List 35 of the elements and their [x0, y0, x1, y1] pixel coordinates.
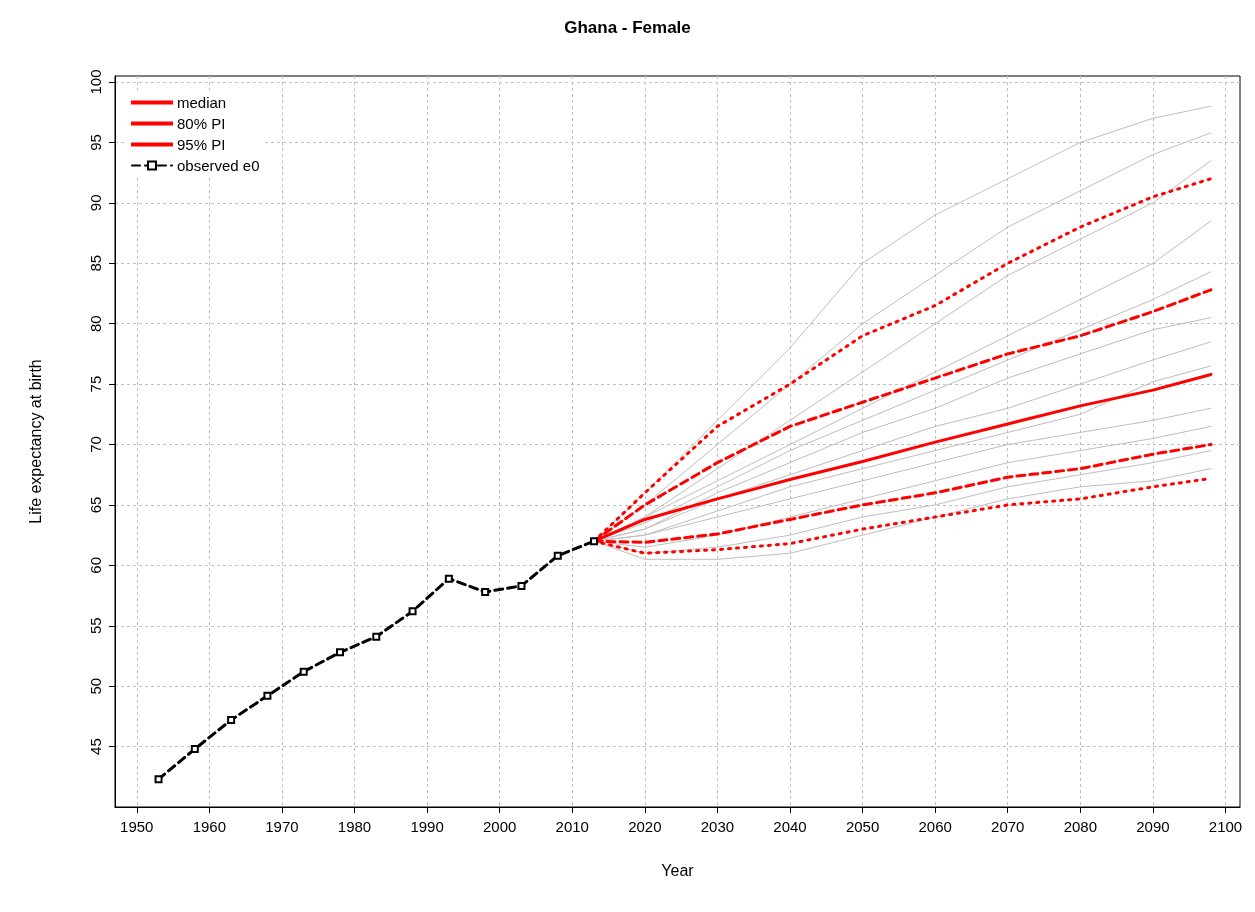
chart-title: Ghana - Female	[564, 18, 691, 37]
y-tick-label: 100	[87, 69, 104, 95]
y-tick-label: 85	[87, 254, 104, 272]
x-tick-label: 2040	[773, 818, 807, 835]
y-axis-title: Life expectancy at birth	[26, 359, 44, 524]
y-tick-label: 95	[87, 134, 104, 151]
legend-label: observed e0	[177, 157, 260, 174]
x-tick-label: 1950	[120, 818, 154, 835]
x-tick-label: 2000	[482, 818, 517, 835]
x-tick-label: 1970	[265, 818, 299, 835]
x-tick-label: 2080	[1063, 818, 1098, 835]
x-tick-label: 2020	[628, 818, 662, 835]
x-tick-label: 2030	[700, 818, 735, 835]
y-tick-label: 60	[87, 557, 104, 574]
legend-label: 80% PI	[177, 115, 226, 132]
legend-label: median	[177, 94, 227, 111]
x-tick-label: 2100	[1208, 818, 1243, 835]
x-axis-title: Year	[661, 861, 695, 879]
legend-label: 95% PI	[177, 136, 226, 153]
x-tick-label: 2050	[845, 818, 880, 835]
y-tick-label: 90	[87, 194, 104, 212]
x-tick-label: 2060	[918, 818, 952, 835]
y-tick-label: 45	[87, 738, 104, 755]
x-tick-label: 2070	[991, 818, 1025, 835]
x-tick-label: 1960	[192, 818, 227, 835]
y-tick-label: 55	[87, 617, 104, 635]
x-tick-label: 2090	[1136, 818, 1170, 835]
y-tick-label: 65	[87, 496, 104, 514]
y-tick-label: 50	[87, 677, 104, 695]
x-tick-label: 2010	[555, 818, 589, 835]
x-tick-label: 1990	[410, 818, 444, 835]
y-tick-label: 75	[87, 375, 104, 393]
x-tick-label: 1980	[337, 818, 372, 835]
y-tick-label: 70	[87, 436, 104, 453]
y-tick-label: 80	[87, 315, 104, 333]
